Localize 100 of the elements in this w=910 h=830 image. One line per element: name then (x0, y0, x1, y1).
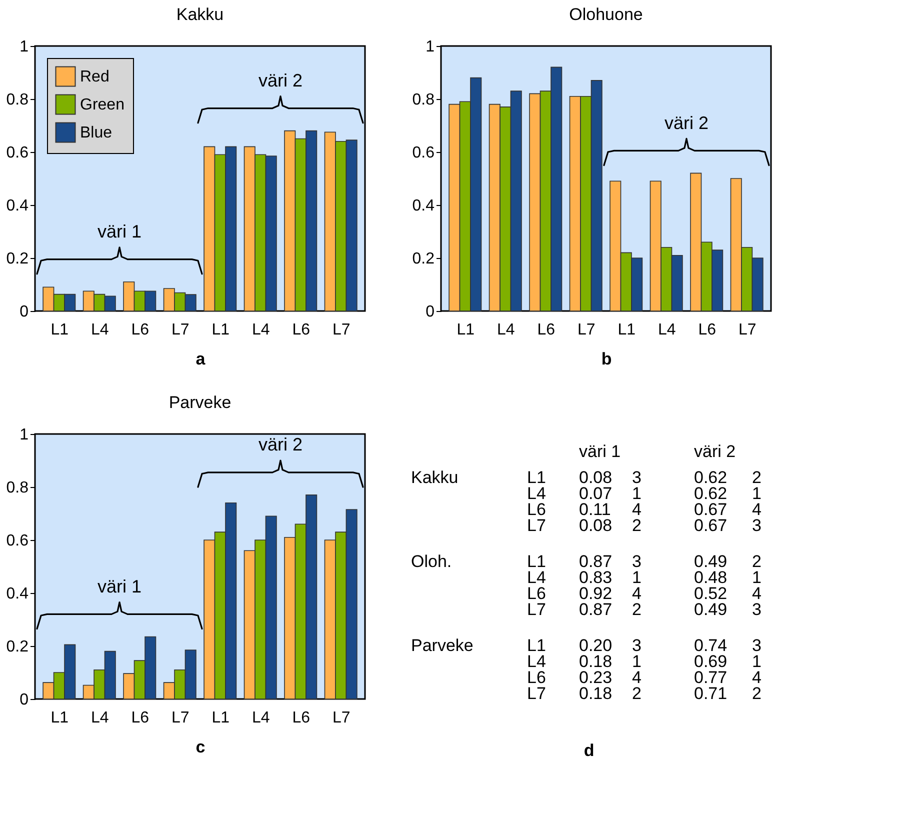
text: 0.77 (694, 668, 728, 687)
text: 4 (632, 668, 642, 687)
x-tick-label: L1 (618, 322, 636, 338)
text: 0.87 (579, 552, 612, 571)
text: 3 (752, 516, 762, 535)
y-tick-label: 0.2 (412, 250, 435, 268)
y-tick-label: 0.8 (412, 92, 435, 108)
text: 1 (752, 484, 762, 503)
y-tick-label: 0.4 (412, 198, 435, 214)
x-tick-label: L7 (738, 322, 756, 338)
text: L7 (527, 516, 546, 535)
annotation: väri 1 (98, 576, 142, 596)
text: 0.92 (579, 584, 612, 603)
text: 1 (632, 568, 642, 587)
y-tick-label: 0 (426, 304, 435, 320)
text: 0.11 (579, 500, 611, 519)
text: 0.67 (694, 516, 728, 535)
x-tick-label: L7 (171, 710, 190, 726)
text: 0.20 (579, 636, 612, 655)
text: L4 (527, 652, 546, 671)
y-tick-label: 0.2 (6, 250, 29, 268)
text: 0.18 (579, 652, 612, 671)
text: 4 (632, 500, 642, 519)
text: 1 (752, 652, 762, 671)
text: 0.83 (579, 568, 612, 587)
x-tick-label: L7 (332, 710, 350, 726)
x-tick-label: L1 (50, 710, 69, 726)
x-tick-label: L6 (292, 710, 310, 726)
text: L1 (527, 636, 546, 655)
text: 3 (632, 468, 642, 487)
y-tick-label: 0.8 (6, 480, 29, 496)
text: 3 (632, 636, 642, 655)
x-tick-label: L1 (456, 322, 475, 338)
text: 0.71 (694, 684, 728, 703)
x-tick-label: L6 (131, 322, 150, 338)
text: 0.52 (694, 584, 728, 603)
text: 2 (632, 600, 642, 619)
y-tick-label: 0.6 (6, 144, 29, 162)
text: 0.74 (694, 636, 728, 655)
text: Parveke (411, 636, 474, 655)
x-tick-label: L4 (658, 322, 676, 338)
annotation: väri 2 (258, 434, 302, 454)
text: 0.49 (694, 552, 728, 571)
text: 0.49 (694, 600, 728, 619)
text: Kakku (411, 468, 458, 487)
text: d (584, 741, 594, 760)
text: 0.67 (694, 500, 728, 519)
text: 2 (632, 516, 642, 535)
text: 2 (752, 552, 762, 571)
text: 0.69 (694, 652, 728, 671)
text: 1 (632, 652, 642, 671)
x-tick-label: L4 (90, 710, 109, 726)
x-axis-title: c (196, 738, 206, 756)
text: L6 (527, 584, 546, 603)
text: 3 (752, 636, 762, 655)
x-tick-label: L4 (496, 322, 515, 338)
annotation: väri 2 (664, 112, 708, 133)
chart-title: Olohuone (569, 5, 643, 24)
text: L1 (527, 552, 546, 571)
x-tick-label: L1 (212, 322, 230, 338)
x-tick-label: L6 (292, 322, 310, 338)
x-tick-label: L4 (252, 322, 270, 338)
x-tick-label: L4 (252, 710, 270, 726)
text: 0.18 (579, 684, 612, 703)
text: L4 (527, 568, 546, 587)
text: 2 (752, 468, 762, 487)
y-tick-label: 0.6 (412, 144, 435, 162)
text: 4 (752, 500, 762, 519)
text: 2 (752, 684, 762, 703)
text: 0.48 (694, 568, 728, 587)
text: 0.62 (694, 468, 728, 487)
text: väri 1 (579, 442, 621, 461)
y-tick-label: 0 (20, 304, 29, 320)
x-tick-label: L6 (698, 322, 716, 338)
x-axis-title: a (196, 350, 206, 368)
text: 0.08 (579, 516, 612, 535)
y-tick-label: 1 (20, 426, 29, 444)
text: Oloh. (411, 552, 452, 571)
x-tick-label: L6 (131, 710, 150, 726)
x-tick-label: L7 (577, 322, 596, 338)
text: 2 (632, 684, 642, 703)
text: 3 (632, 552, 642, 571)
legend-label: Red (80, 68, 110, 86)
y-tick-label: 0.4 (6, 198, 29, 214)
text: 1 (752, 568, 762, 587)
y-tick-label: 1 (426, 38, 435, 56)
text: L1 (527, 468, 546, 487)
text: L6 (527, 668, 546, 687)
text: L7 (527, 684, 546, 703)
text: L6 (527, 500, 546, 519)
legend-label: Blue (80, 124, 112, 142)
text: 4 (752, 584, 762, 603)
x-tick-label: L1 (50, 322, 69, 338)
text: 3 (752, 600, 762, 619)
chart-title: Parveke (168, 393, 232, 412)
legend-label: Green (80, 96, 124, 114)
text: L4 (527, 484, 546, 503)
text: 4 (632, 584, 642, 603)
y-tick-label: 0.2 (6, 638, 29, 656)
text: 0.87 (579, 600, 612, 619)
